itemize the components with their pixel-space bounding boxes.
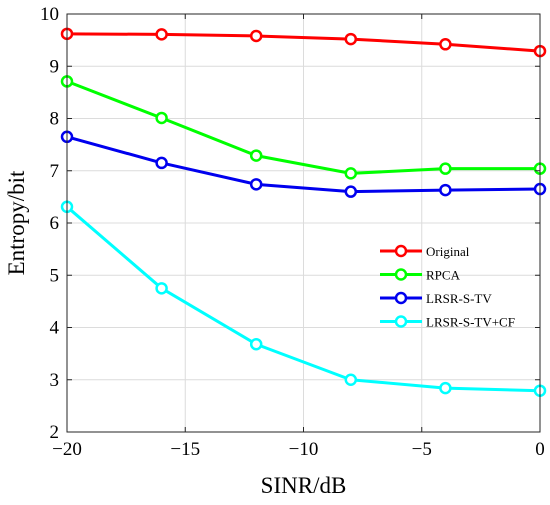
y-axis-title: Entropy/bit [4,170,29,275]
y-tick-label: 10 [40,4,59,25]
y-tick-label: 7 [50,161,60,182]
legend-item: LRSR-S-TV+CF [380,315,515,330]
series-rpca [60,75,547,180]
legend-marker [394,268,408,281]
y-tick-label: 3 [50,370,60,391]
data-point [155,111,168,125]
series-line [66,32,541,53]
data-point [439,162,452,175]
data-point [439,381,452,395]
data-point [155,156,168,170]
data-point [155,28,168,41]
grid-lines [66,13,541,433]
x-axis-title: SINR/dB [261,473,347,498]
y-tick-label: 9 [50,56,60,77]
series-line [66,205,541,393]
data-point [344,32,358,46]
y-tick-label: 8 [50,109,60,130]
legend-item: LRSR-S-TV [380,291,492,306]
data-point [155,282,168,295]
legend-label: LRSR-S-TV [426,291,492,306]
y-tick-label: 5 [50,265,60,286]
legend-marker [394,315,408,328]
legend: Original RPCA LRSR-S-TV LRSR-S-TV+CF [380,244,515,330]
x-tick-label: 0 [535,439,545,460]
legend-item: RPCA [380,268,461,283]
data-point [439,38,452,51]
data-point [344,373,358,386]
data-point [344,167,358,180]
data-point [249,337,263,351]
x-tick-label: −10 [289,439,319,460]
y-tick-label: 6 [50,213,60,234]
data-point [344,185,358,198]
series-line [66,80,540,175]
axis-ticks: −20 −15 −10 −5 0 2 3 4 5 6 7 8 9 10 [40,4,545,460]
legend-label: LRSR-S-TV+CF [426,315,515,330]
legend-item: Original [380,244,470,259]
x-tick-label: −15 [170,439,200,460]
data-point [249,149,263,162]
x-tick-label: −5 [412,439,432,460]
legend-marker [394,244,408,258]
x-tick-label: −20 [52,439,82,460]
data-point [249,178,263,191]
y-tick-label: 2 [50,422,60,443]
legend-label: RPCA [426,268,461,283]
legend-marker [394,291,408,305]
data-point [439,183,452,197]
y-tick-label: 4 [50,318,60,339]
series-line [66,135,541,194]
legend-label: Original [426,244,470,259]
data-point [249,29,263,43]
